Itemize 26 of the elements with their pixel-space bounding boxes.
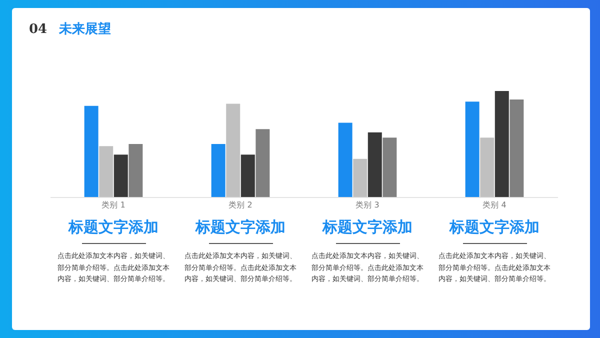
text: 标题文字添加: [321, 218, 414, 237]
bar: [368, 132, 382, 197]
text: 标题文字添加: [448, 218, 540, 237]
bar: [99, 146, 114, 197]
bar: [338, 122, 352, 197]
x-tick-label: 类别 4: [482, 200, 506, 210]
bar: [128, 144, 143, 197]
text: 标题文字添加: [194, 218, 286, 237]
bar: [256, 129, 270, 197]
x-tick-label: 类别 2: [228, 200, 252, 210]
bar: [84, 106, 98, 197]
x-tick-label: 类别 3: [356, 200, 380, 210]
bar: [226, 104, 240, 197]
chart-title: 未来展望: [59, 22, 112, 37]
bar: [382, 138, 397, 197]
x-tick-label: 类别 1: [102, 200, 126, 210]
bar: [465, 102, 480, 197]
bar: [494, 91, 509, 197]
text: 标题文字添加: [67, 218, 160, 237]
bar: [353, 158, 368, 197]
bar: [114, 154, 128, 197]
bar: [480, 138, 494, 197]
text: 04: [29, 22, 48, 37]
bar: [211, 144, 226, 197]
bar: [510, 99, 524, 197]
bar: [240, 154, 255, 197]
